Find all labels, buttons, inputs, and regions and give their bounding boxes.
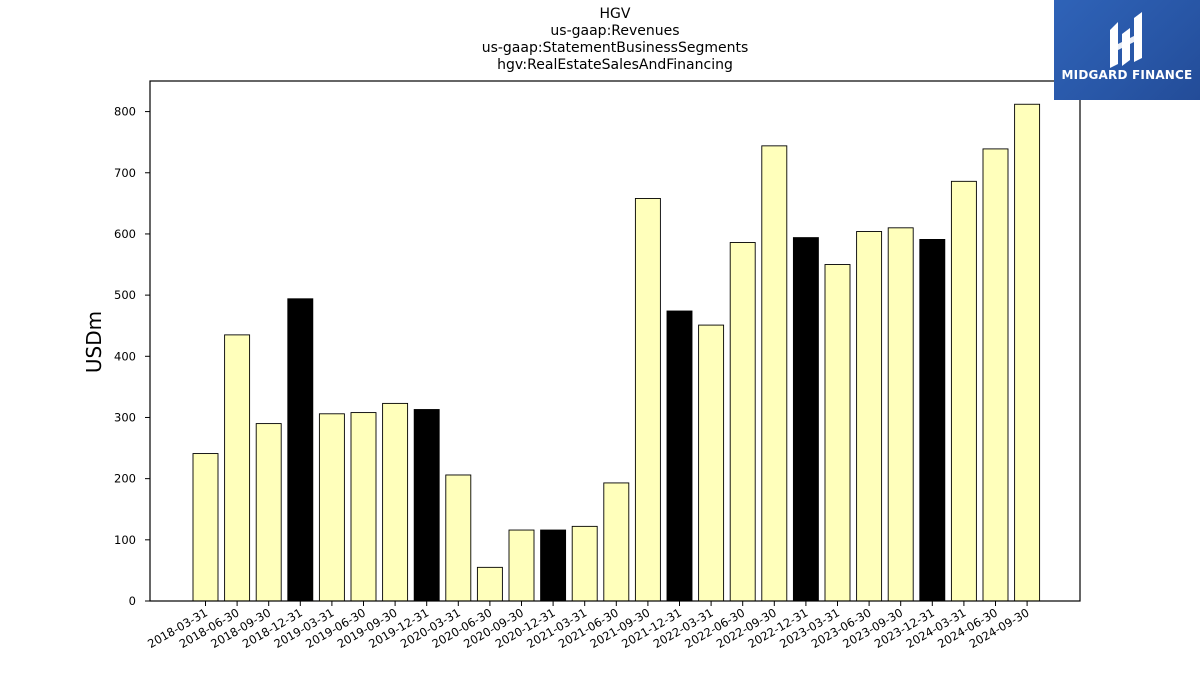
- bar-2023-09-30: [887, 227, 914, 602]
- bar-2020-09-30: [508, 529, 535, 602]
- bar-2019-12-31: [413, 409, 440, 602]
- y-tick-label: 300: [114, 410, 136, 424]
- bar-2023-06-30: [856, 231, 883, 602]
- y-axis-label: USDm: [82, 311, 106, 373]
- y-tick-label: 0: [129, 594, 136, 608]
- bar-2021-06-30: [603, 482, 630, 602]
- x-axis: 2018-03-312018-06-302018-09-302018-12-31…: [145, 601, 1032, 651]
- brand-logo: MIDGARD FINANCE: [1054, 0, 1200, 100]
- bar-2022-03-31: [698, 324, 725, 602]
- y-tick-label: 200: [114, 472, 136, 486]
- y-tick-label: 600: [114, 227, 136, 241]
- plot-frame: [149, 80, 1081, 602]
- bar-2024-06-30: [982, 148, 1009, 602]
- y-tick-label: 500: [114, 288, 136, 302]
- title-line-4: hgv:RealEstateSalesAndFinancing: [497, 57, 733, 73]
- bar-2024-09-30: [1014, 103, 1041, 602]
- bars-group: [192, 103, 1041, 602]
- bar-2023-03-31: [824, 264, 851, 602]
- title-line-1: HGV: [599, 6, 631, 22]
- bar-2021-03-31: [571, 525, 598, 602]
- bar-2018-03-31: [192, 453, 219, 602]
- bar-2019-09-30: [382, 402, 409, 602]
- logo-text: MIDGARD FINANCE: [1061, 68, 1193, 82]
- y-tick-label: 700: [114, 166, 136, 180]
- y-tick-label: 100: [114, 533, 136, 547]
- bar-2022-09-30: [761, 145, 788, 602]
- bar-2020-12-31: [540, 529, 567, 602]
- bar-2018-09-30: [255, 423, 282, 602]
- bar-2019-06-30: [350, 412, 377, 602]
- bar-2023-12-31: [919, 238, 946, 602]
- bar-2020-03-31: [445, 474, 472, 602]
- bar-2024-03-31: [950, 180, 977, 602]
- title-line-2: us-gaap:Revenues: [550, 23, 680, 39]
- bar-2022-06-30: [729, 242, 756, 602]
- y-tick-label: 800: [114, 105, 136, 119]
- bar-2021-12-31: [666, 310, 693, 602]
- bar-2020-06-30: [476, 566, 503, 602]
- bar-2019-03-31: [318, 413, 345, 602]
- chart-title: HGV us-gaap:Revenues us-gaap:StatementBu…: [150, 6, 1080, 74]
- bar-2021-09-30: [634, 198, 661, 602]
- bar-2022-12-31: [792, 237, 819, 602]
- title-line-3: us-gaap:StatementBusinessSegments: [481, 40, 749, 56]
- y-axis: 0 100 200 300 400 500 600 700 800: [114, 105, 150, 608]
- logo-mark-icon: [1110, 12, 1142, 68]
- bar-2018-12-31: [287, 298, 314, 602]
- bar-2018-06-30: [224, 334, 251, 602]
- y-tick-label: 400: [114, 349, 136, 363]
